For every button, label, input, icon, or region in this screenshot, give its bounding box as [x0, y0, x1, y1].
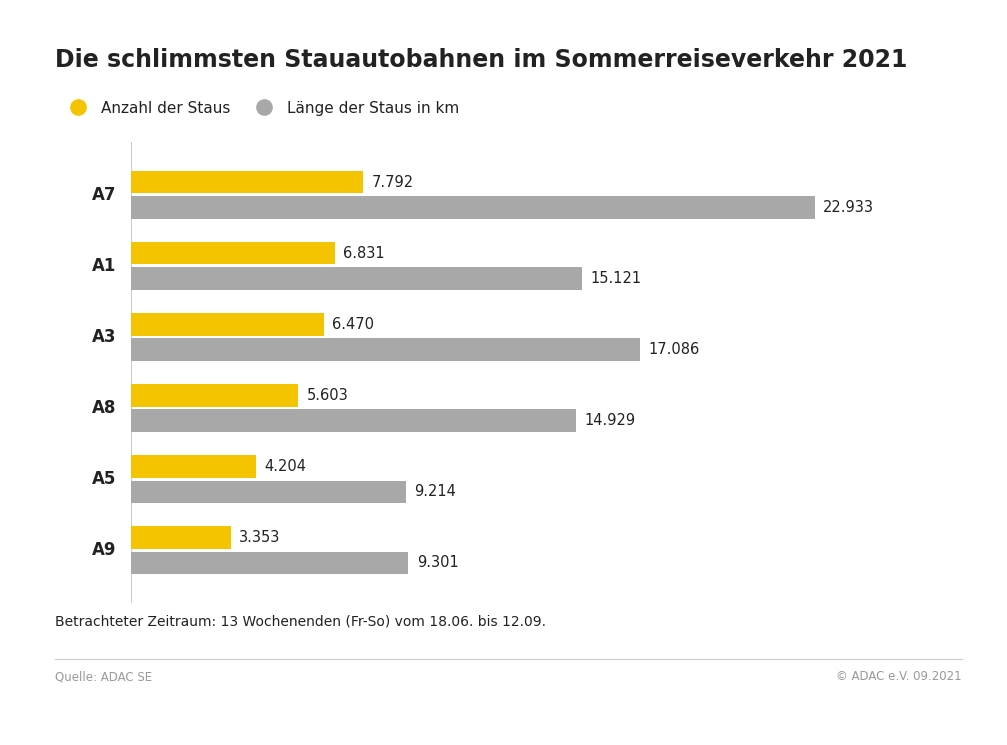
Text: A5: A5	[92, 470, 116, 488]
Text: Betrachteter Zeitraum: 13 Wochenenden (Fr-So) vom 18.06. bis 12.09.: Betrachteter Zeitraum: 13 Wochenenden (F…	[55, 615, 547, 629]
Text: Quelle: ADAC SE: Quelle: ADAC SE	[55, 670, 152, 683]
Bar	[131, 526, 231, 549]
Text: 5.603: 5.603	[306, 387, 348, 403]
Text: A3: A3	[92, 328, 116, 346]
Text: 17.086: 17.086	[649, 342, 700, 358]
Bar	[131, 267, 582, 290]
Text: A7: A7	[92, 186, 116, 204]
Text: 4.204: 4.204	[265, 459, 307, 474]
Text: Die schlimmsten Stauautobahnen im Sommerreiseverkehr 2021: Die schlimmsten Stauautobahnen im Sommer…	[55, 48, 907, 72]
Text: 14.929: 14.929	[584, 413, 635, 428]
Text: 7.792: 7.792	[372, 174, 414, 189]
Text: 6.470: 6.470	[332, 317, 375, 332]
Bar	[131, 171, 364, 194]
Text: 22.933: 22.933	[823, 200, 874, 215]
Bar	[131, 384, 298, 407]
Text: 3.353: 3.353	[240, 530, 281, 545]
Bar	[131, 410, 576, 432]
Bar	[131, 196, 815, 219]
Bar	[131, 551, 408, 574]
Bar	[131, 338, 640, 361]
Bar	[131, 455, 257, 478]
Text: © ADAC e.V. 09.2021: © ADAC e.V. 09.2021	[836, 670, 962, 683]
Text: 6.831: 6.831	[343, 246, 385, 261]
Text: 9.301: 9.301	[417, 556, 458, 571]
Text: 9.214: 9.214	[414, 484, 456, 499]
Text: A9: A9	[92, 541, 116, 559]
Legend: Anzahl der Staus, Länge der Staus in km: Anzahl der Staus, Länge der Staus in km	[63, 101, 459, 115]
Text: 15.121: 15.121	[590, 271, 641, 286]
Bar	[131, 313, 324, 335]
Text: A1: A1	[92, 257, 116, 275]
Text: A8: A8	[92, 399, 116, 417]
Bar	[131, 241, 334, 264]
Bar	[131, 481, 406, 504]
